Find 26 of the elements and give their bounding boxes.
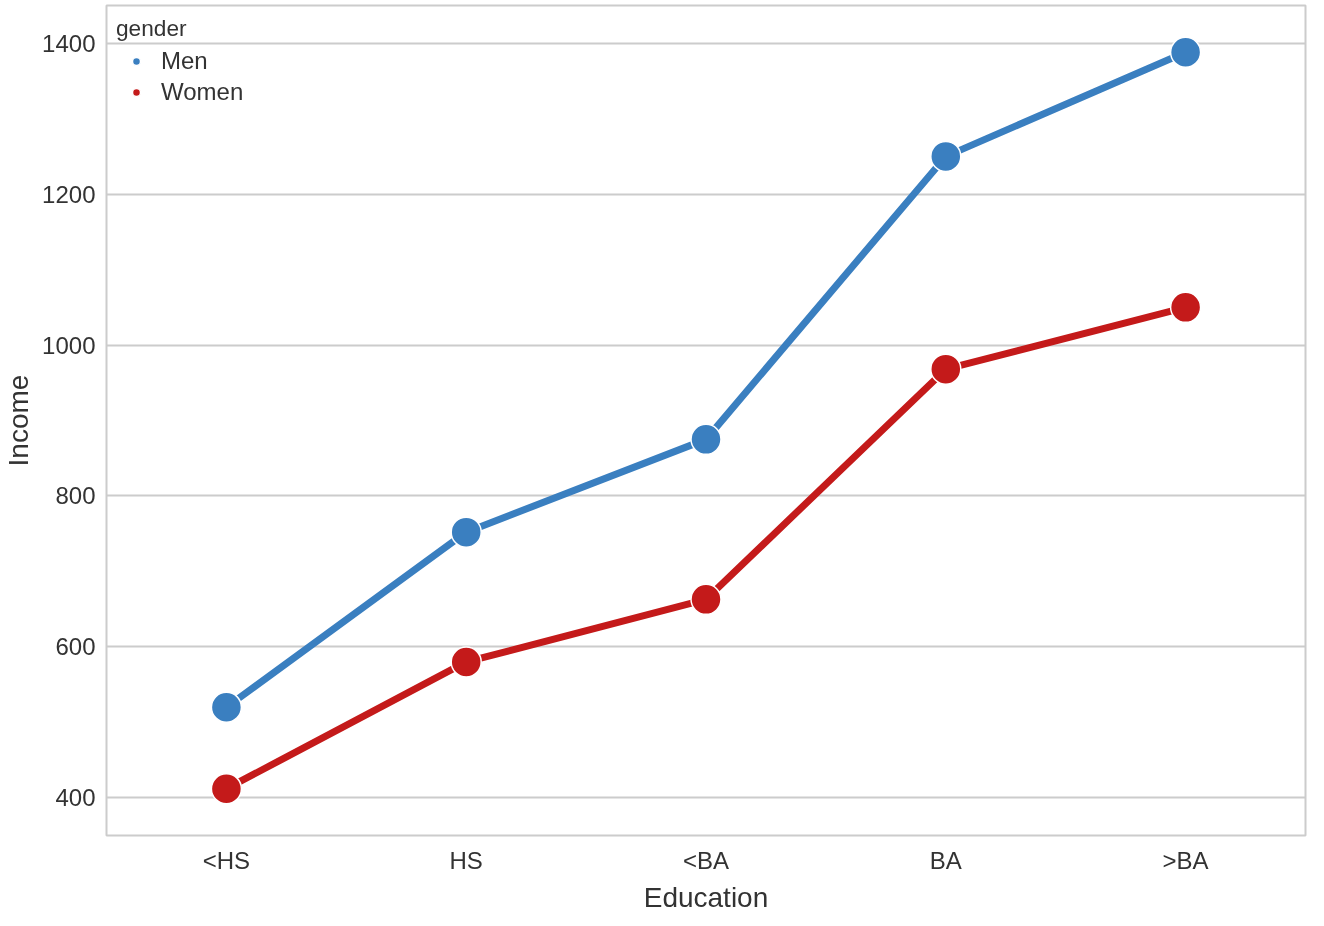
point	[690, 423, 722, 456]
point	[690, 583, 722, 616]
y-tick-label: 800	[55, 482, 96, 510]
point	[1169, 291, 1202, 324]
y-tick-label: 1400	[42, 29, 96, 57]
y-tick-label: 600	[55, 633, 96, 661]
point	[450, 516, 482, 548]
point	[450, 646, 482, 678]
y-tick-label: 400	[55, 784, 96, 812]
x-tick-label: BA	[929, 846, 962, 874]
legend-label: Women	[161, 78, 244, 106]
point	[1169, 36, 1202, 68]
x-axis-title: Education	[643, 881, 769, 913]
legend-title: gender	[116, 15, 188, 42]
point	[930, 353, 962, 385]
x-tick-label: HS	[449, 846, 483, 874]
point	[930, 140, 962, 173]
legend-label: Men	[161, 47, 208, 75]
y-axis-title: Income	[3, 374, 35, 467]
x-tick-label: <BA	[682, 846, 730, 874]
x-tick-label: <HS	[202, 846, 251, 874]
point	[210, 773, 243, 805]
y-tick-label: 1200	[42, 180, 96, 208]
x-tick-label: >BA	[1162, 846, 1209, 874]
point	[210, 691, 243, 723]
y-tick-label: 1000	[42, 331, 96, 359]
